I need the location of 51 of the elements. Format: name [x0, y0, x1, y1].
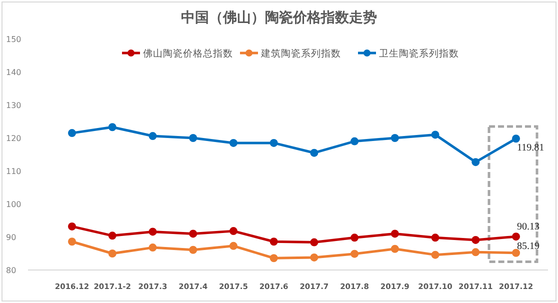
point [472, 236, 480, 244]
y-tick-label: 150 [6, 35, 22, 44]
point [310, 148, 318, 157]
chart-title: 中国（佛山）陶瓷价格指数走势 [181, 10, 377, 26]
y-tick-label: 80 [6, 266, 16, 275]
legend-label: 佛山陶瓷价格总指数 [143, 48, 233, 60]
point [229, 227, 238, 236]
point [310, 238, 318, 246]
y-tick-label: 100 [6, 200, 22, 209]
point [270, 238, 278, 246]
point [108, 232, 116, 240]
data-label: 119.81 [517, 142, 544, 154]
point [431, 234, 440, 242]
point [229, 138, 238, 147]
y-tick-label: 90 [6, 233, 16, 242]
point [270, 254, 278, 262]
point [512, 232, 520, 241]
y-tick-label: 140 [6, 68, 22, 77]
point [472, 158, 480, 166]
point [270, 138, 278, 147]
point [350, 250, 359, 258]
y-tick-label: 110 [6, 167, 22, 176]
point [512, 248, 520, 257]
data-label: 90.13 [517, 222, 540, 233]
point [229, 242, 238, 250]
point [350, 234, 359, 242]
point [431, 250, 440, 259]
point [68, 222, 76, 230]
y-tick-label: 120 [6, 134, 22, 143]
point [68, 129, 76, 138]
point [189, 134, 198, 142]
point [390, 230, 399, 238]
point [310, 253, 318, 262]
point [148, 228, 157, 236]
point [108, 123, 116, 132]
point [148, 244, 157, 252]
point [350, 137, 359, 146]
y-tick-label: 130 [6, 101, 22, 110]
point [148, 132, 157, 140]
legend-label: 建筑陶瓷系列指数 [260, 48, 341, 60]
legend-label: 卫生陶瓷系列指数 [379, 48, 459, 60]
point [472, 248, 480, 256]
point [189, 230, 198, 238]
point [108, 250, 116, 258]
point [189, 246, 198, 254]
point [431, 130, 440, 139]
point [390, 244, 399, 253]
point [512, 134, 520, 143]
point [390, 134, 399, 142]
data-label: 85.19 [517, 240, 540, 252]
point [68, 238, 76, 246]
